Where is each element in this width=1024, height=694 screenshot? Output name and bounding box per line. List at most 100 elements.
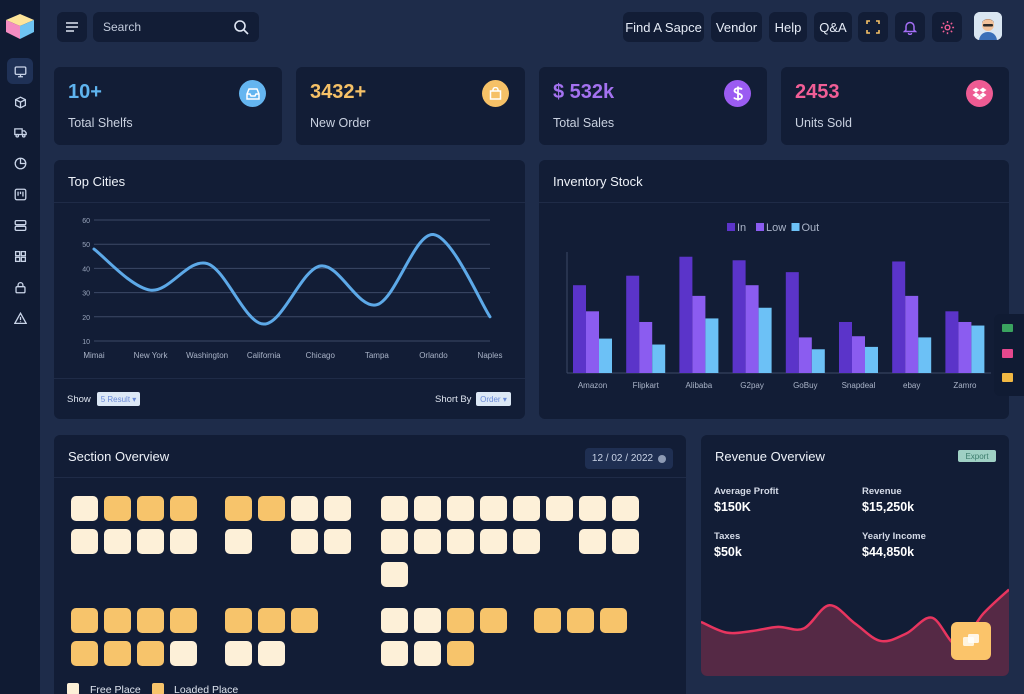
bar [785,272,799,373]
loaded-place[interactable] [258,496,285,521]
free-place[interactable] [447,496,474,521]
loaded-place[interactable] [71,608,98,633]
sidebar-item-security[interactable] [7,274,33,300]
loaded-place[interactable] [258,608,285,633]
legend-label: Out [802,222,820,234]
free-place[interactable] [480,529,507,554]
loaded-place[interactable] [447,608,474,633]
loaded-place[interactable] [137,608,164,633]
free-place[interactable] [414,496,441,521]
nav-qa[interactable]: Q&A [814,12,852,42]
sidebar-item-products[interactable] [7,89,33,115]
sidebar [0,0,40,694]
loaded-place[interactable] [480,608,507,633]
stat-label: Total Sales [553,116,615,130]
loaded-place[interactable] [104,641,131,666]
free-place[interactable] [480,496,507,521]
date-value: 12 / 02 / 2022 [591,453,654,464]
free-place[interactable] [225,529,252,554]
free-place[interactable] [414,641,441,666]
loaded-place[interactable] [225,496,252,521]
loaded-place[interactable] [447,641,474,666]
stat-card-orders: 3432+ New Order [296,67,525,145]
free-place[interactable] [381,608,408,633]
money-icon[interactable] [1002,324,1013,332]
sidebar-item-analytics[interactable] [7,150,33,176]
sidebar-item-delivery[interactable] [7,119,33,145]
free-place[interactable] [513,529,540,554]
free-place[interactable] [579,496,606,521]
clear-icon[interactable] [658,454,667,463]
free-place[interactable] [291,496,318,521]
divider [54,202,525,203]
free-place[interactable] [579,529,606,554]
free-place[interactable] [225,641,252,666]
settings-button[interactable] [932,12,962,42]
search-input[interactable] [103,12,223,42]
loaded-place[interactable] [534,608,561,633]
image-icon[interactable] [1002,349,1013,358]
inventory-bar-chart: In Low Out Amazon Flipkart Alibaba G2pay GoBuy S… [566,222,991,390]
nav-find-a-space[interactable]: Find A Sapce [623,12,704,42]
free-place[interactable] [381,641,408,666]
free-place[interactable] [612,529,639,554]
free-place[interactable] [324,496,351,521]
free-place[interactable] [291,529,318,554]
loaded-place[interactable] [137,496,164,521]
loaded-place[interactable] [170,608,197,633]
card-title: Inventory Stock [553,174,643,189]
free-place[interactable] [324,529,351,554]
loaded-place[interactable] [225,608,252,633]
card-title: Section Overview [68,449,170,464]
loaded-place[interactable] [600,608,627,633]
free-place[interactable] [381,562,408,587]
chat-icon [963,634,979,646]
free-place[interactable] [414,529,441,554]
free-place[interactable] [447,529,474,554]
free-place[interactable] [414,608,441,633]
sidebar-item-apps[interactable] [7,243,33,269]
free-place[interactable] [381,529,408,554]
loaded-place[interactable] [71,641,98,666]
free-place[interactable] [170,641,197,666]
chat-button[interactable] [951,622,991,660]
free-place[interactable] [546,496,573,521]
export-button[interactable]: Export [958,450,996,462]
logo-icon[interactable] [4,12,36,40]
search-icon[interactable] [233,19,249,35]
loaded-place[interactable] [104,608,131,633]
free-place[interactable] [71,496,98,521]
sort-select[interactable]: Order ▾ [476,392,511,406]
show-select[interactable]: 5 Result ▾ [97,392,140,406]
sidebar-item-dashboard[interactable] [7,58,33,84]
sidebar-item-board[interactable] [7,181,33,207]
bar [971,325,985,373]
free-place[interactable] [258,641,285,666]
free-place[interactable] [513,496,540,521]
loaded-place[interactable] [137,641,164,666]
avatar[interactable] [974,12,1002,40]
loaded-place[interactable] [567,608,594,633]
sidebar-item-storage[interactable] [7,212,33,238]
free-place[interactable] [71,529,98,554]
nav-vendor[interactable]: Vendor [711,12,762,42]
nav-help[interactable]: Help [769,12,807,42]
notifications-button[interactable] [895,12,925,42]
pie-chart-icon [14,157,26,169]
loaded-place[interactable] [104,496,131,521]
free-place[interactable] [137,529,164,554]
loaded-place[interactable] [291,608,318,633]
top-cities-card: Top Cities 10 20 30 40 50 60 Mimai New York Wash… [54,160,525,419]
menu-toggle-button[interactable] [57,12,87,42]
loaded-place[interactable] [170,496,197,521]
free-place[interactable] [170,529,197,554]
fullscreen-button[interactable] [858,12,888,42]
folder-icon[interactable] [1002,373,1013,382]
free-place[interactable] [612,496,639,521]
free-place[interactable] [104,529,131,554]
bar [798,337,812,373]
sidebar-item-alerts[interactable] [7,305,33,331]
date-picker[interactable]: 12 / 02 / 2022 [585,448,673,469]
inbox-icon [239,80,266,107]
free-place[interactable] [381,496,408,521]
